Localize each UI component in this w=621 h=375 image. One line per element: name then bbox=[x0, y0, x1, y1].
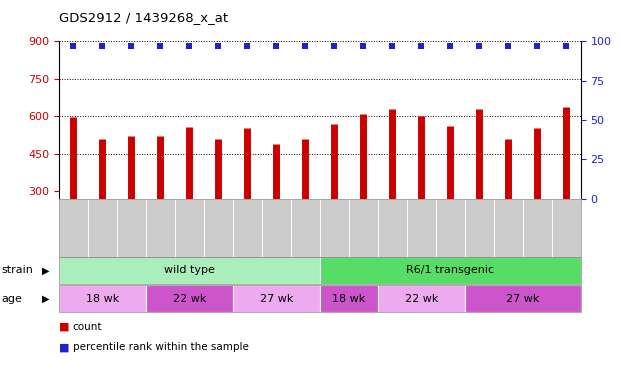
Text: 18 wk: 18 wk bbox=[86, 294, 119, 304]
Text: R6/1 transgenic: R6/1 transgenic bbox=[406, 266, 494, 275]
Text: age: age bbox=[1, 294, 22, 304]
Text: 18 wk: 18 wk bbox=[332, 294, 365, 304]
Text: 27 wk: 27 wk bbox=[260, 294, 293, 304]
Text: percentile rank within the sample: percentile rank within the sample bbox=[73, 342, 248, 352]
Text: ▶: ▶ bbox=[42, 266, 50, 275]
Text: ■: ■ bbox=[59, 322, 70, 332]
Text: 27 wk: 27 wk bbox=[506, 294, 540, 304]
Text: ■: ■ bbox=[59, 342, 70, 352]
Text: 22 wk: 22 wk bbox=[173, 294, 206, 304]
Text: 22 wk: 22 wk bbox=[404, 294, 438, 304]
Text: count: count bbox=[73, 322, 102, 332]
Text: ▶: ▶ bbox=[42, 294, 50, 304]
Text: strain: strain bbox=[1, 266, 33, 275]
Text: wild type: wild type bbox=[164, 266, 215, 275]
Text: GDS2912 / 1439268_x_at: GDS2912 / 1439268_x_at bbox=[59, 11, 228, 24]
